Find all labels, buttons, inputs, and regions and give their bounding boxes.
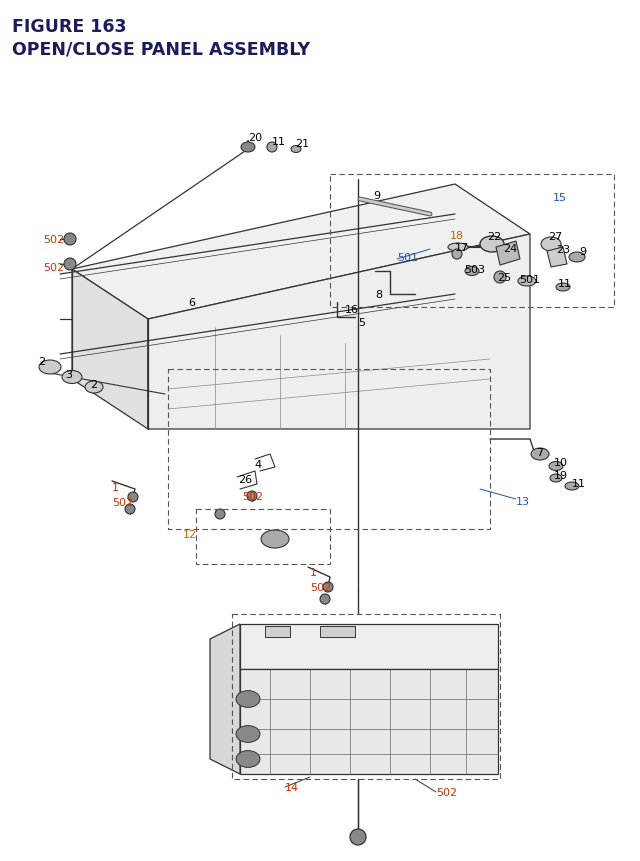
Text: 21: 21 bbox=[295, 139, 309, 149]
Polygon shape bbox=[72, 269, 148, 430]
Text: 6: 6 bbox=[188, 298, 195, 307]
Ellipse shape bbox=[569, 253, 585, 263]
Text: 26: 26 bbox=[238, 474, 252, 485]
Text: 1: 1 bbox=[112, 482, 119, 492]
Text: 502: 502 bbox=[112, 498, 133, 507]
Ellipse shape bbox=[531, 449, 549, 461]
Text: 501: 501 bbox=[397, 253, 418, 263]
Polygon shape bbox=[240, 669, 498, 774]
Ellipse shape bbox=[261, 530, 289, 548]
Text: 15: 15 bbox=[553, 193, 567, 202]
Text: 502: 502 bbox=[242, 492, 263, 501]
Text: 14: 14 bbox=[285, 782, 299, 792]
Ellipse shape bbox=[448, 244, 468, 251]
Ellipse shape bbox=[85, 381, 103, 393]
Text: 22: 22 bbox=[487, 232, 501, 242]
Text: 9: 9 bbox=[579, 247, 586, 257]
Text: OPEN/CLOSE PANEL ASSEMBLY: OPEN/CLOSE PANEL ASSEMBLY bbox=[12, 40, 310, 58]
Circle shape bbox=[247, 492, 257, 501]
Polygon shape bbox=[265, 626, 290, 637]
Text: 5: 5 bbox=[358, 318, 365, 328]
Circle shape bbox=[64, 233, 76, 245]
Text: FIGURE 163: FIGURE 163 bbox=[12, 18, 127, 36]
Circle shape bbox=[323, 582, 333, 592]
Text: 27: 27 bbox=[548, 232, 563, 242]
Text: 24: 24 bbox=[503, 244, 517, 254]
Polygon shape bbox=[496, 242, 520, 266]
Text: 9: 9 bbox=[373, 191, 380, 201]
Polygon shape bbox=[210, 624, 240, 774]
Ellipse shape bbox=[241, 143, 255, 152]
Text: 12: 12 bbox=[183, 530, 197, 539]
Text: 7: 7 bbox=[536, 448, 543, 457]
Circle shape bbox=[215, 510, 225, 519]
Text: 501: 501 bbox=[519, 275, 540, 285]
Ellipse shape bbox=[236, 726, 260, 742]
Ellipse shape bbox=[549, 462, 563, 471]
Ellipse shape bbox=[518, 276, 536, 287]
Text: 502: 502 bbox=[436, 787, 457, 797]
Circle shape bbox=[452, 250, 462, 260]
Text: 23: 23 bbox=[556, 245, 570, 255]
Text: 16: 16 bbox=[345, 305, 359, 314]
Text: 8: 8 bbox=[375, 289, 382, 300]
Text: 502: 502 bbox=[43, 263, 64, 273]
Ellipse shape bbox=[236, 751, 260, 767]
Text: 25: 25 bbox=[497, 273, 511, 282]
Text: 18: 18 bbox=[450, 231, 464, 241]
Ellipse shape bbox=[62, 371, 82, 384]
Text: 502: 502 bbox=[310, 582, 331, 592]
Polygon shape bbox=[148, 235, 530, 430]
Text: 20: 20 bbox=[248, 133, 262, 143]
Text: 503: 503 bbox=[464, 264, 485, 275]
Text: 11: 11 bbox=[272, 137, 286, 147]
Text: 2: 2 bbox=[38, 356, 45, 367]
Ellipse shape bbox=[480, 237, 504, 253]
Circle shape bbox=[267, 143, 277, 152]
Text: 11: 11 bbox=[558, 279, 572, 288]
Ellipse shape bbox=[556, 283, 570, 292]
Ellipse shape bbox=[565, 482, 579, 491]
Polygon shape bbox=[547, 248, 567, 268]
Ellipse shape bbox=[465, 267, 479, 276]
Text: 10: 10 bbox=[554, 457, 568, 468]
Ellipse shape bbox=[541, 238, 561, 251]
Circle shape bbox=[64, 258, 76, 270]
Polygon shape bbox=[240, 624, 498, 669]
Ellipse shape bbox=[39, 361, 61, 375]
Text: 2: 2 bbox=[90, 380, 97, 389]
Text: 502: 502 bbox=[43, 235, 64, 245]
Text: 13: 13 bbox=[516, 497, 530, 506]
Text: 4: 4 bbox=[254, 460, 261, 469]
Circle shape bbox=[128, 492, 138, 503]
Text: 1: 1 bbox=[310, 567, 317, 578]
Text: 11: 11 bbox=[572, 479, 586, 488]
Ellipse shape bbox=[550, 474, 562, 482]
Text: 19: 19 bbox=[554, 470, 568, 480]
Circle shape bbox=[320, 594, 330, 604]
Circle shape bbox=[494, 272, 506, 283]
Text: 17: 17 bbox=[455, 243, 469, 253]
Circle shape bbox=[125, 505, 135, 514]
Circle shape bbox=[350, 829, 366, 845]
Polygon shape bbox=[72, 185, 530, 319]
Polygon shape bbox=[320, 626, 355, 637]
Ellipse shape bbox=[291, 146, 301, 153]
Text: 3: 3 bbox=[65, 369, 72, 380]
Ellipse shape bbox=[236, 691, 260, 708]
